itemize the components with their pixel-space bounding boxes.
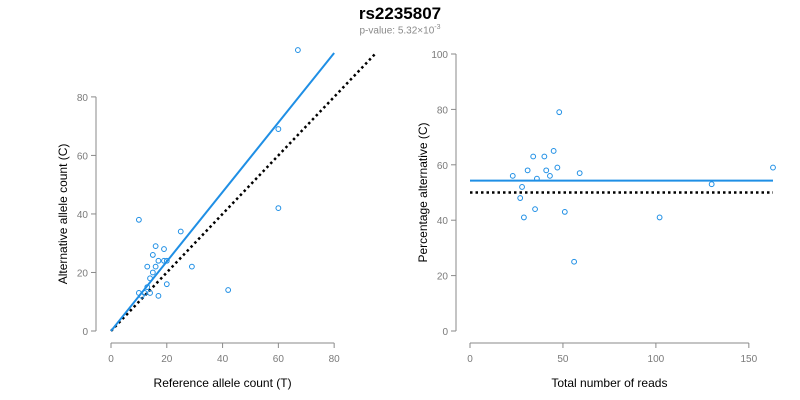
chart-left-x-tick-label: 0: [108, 354, 114, 365]
chart-right-y-axis-title: Percentage alternative (C): [416, 122, 430, 262]
chart-right-x-tick-label: 150: [740, 354, 757, 365]
chart-left-data-point: [155, 257, 162, 264]
chart-right-data-point: [554, 164, 561, 171]
chart-right-x-tick-label: 50: [557, 354, 569, 365]
chart-left-reference-line: [110, 52, 377, 332]
chart-left-data-point: [152, 263, 159, 270]
percentage-alternative-scatter: 0 50 100 150 0 20 40 60 80 100 Total number of rea…: [416, 50, 776, 390]
chart-right-data-point: [547, 172, 553, 179]
chart-right-data-point: [576, 170, 583, 177]
chart-left-data-point: [147, 275, 153, 282]
chart-left-y-tick-label: 0: [82, 327, 88, 338]
chart-left-x-axis-title: Reference allele count (T): [154, 376, 292, 390]
chart-right-data-point: [770, 164, 776, 171]
chart-left-data-point: [144, 263, 151, 270]
chart-title: rs2235807: [358, 4, 442, 23]
subtitle-exponent: -3: [434, 24, 441, 31]
chart-left-x-tick-label: 40: [217, 354, 229, 365]
chart-right-data-point: [521, 214, 527, 221]
chart-left-data-point: [138, 292, 145, 299]
chart-left-x-tick-label: 20: [161, 354, 173, 365]
chart-right-y-tick-label: 100: [431, 50, 448, 61]
chart-right-y-tick-label: 0: [442, 327, 448, 338]
chart-right-y-tick-label: 40: [437, 216, 449, 227]
chart-right-data-point: [708, 181, 715, 188]
chart-right-data-point: [530, 153, 537, 160]
allele-count-scatter: 0 20 40 60 80 0 20 40 60 80 Reference allele count…: [56, 47, 377, 390]
chart-left-data-point: [275, 126, 282, 132]
chart-left-data-point: [188, 263, 195, 270]
chart-left-data-point: [294, 47, 301, 53]
chart-left-y-tick-label: 80: [77, 93, 89, 104]
chart-left-data-point: [147, 290, 153, 296]
chart-right-data-point: [543, 167, 550, 174]
chart-right-data-point: [561, 208, 568, 215]
chart-left-y-tick-label: 40: [77, 210, 89, 221]
chart-right-y-tick-label: 80: [437, 105, 449, 116]
chart-left-data-point: [161, 246, 167, 252]
chart-left-data-point: [144, 284, 151, 291]
chart-left-y-axis-title: Alternative allele count (C): [56, 144, 70, 285]
chart-left-data-point: [161, 257, 167, 264]
chart-left-data-point: [135, 216, 142, 223]
chart-right-x-tick-label: 100: [648, 354, 665, 365]
chart-right-data-point: [532, 206, 538, 213]
chart-right-data-point: [571, 258, 577, 265]
chart-right-data-point: [541, 153, 548, 160]
chart-left-data-point: [225, 287, 232, 293]
chart-left-data-point: [152, 243, 159, 250]
chart-right-data-point: [656, 214, 663, 221]
chart-left-data-point: [155, 292, 162, 299]
chart-subtitle: p-value: 5.32×10-3: [0, 24, 800, 36]
chart-left-data-point: [163, 281, 170, 288]
chart-left-x-tick-label: 60: [273, 354, 285, 365]
chart-left-data-point: [163, 257, 170, 264]
chart-right-data-point: [556, 109, 563, 116]
chart-right-data-point: [550, 148, 557, 154]
chart-right-x-tick-label: 0: [467, 354, 473, 365]
chart-right-data-point: [519, 184, 525, 190]
chart-left-fit-line: [110, 52, 335, 332]
chart-left-data-point: [275, 205, 282, 211]
chart-right-y-tick-label: 20: [437, 272, 449, 283]
chart-left-data-point: [177, 228, 184, 235]
subtitle-text: p-value: 5.32×10: [359, 25, 435, 37]
chart-left-y-tick-label: 20: [77, 268, 89, 279]
chart-right-x-axis-title: Total number of reads: [551, 376, 667, 390]
chart-right-data-point: [509, 172, 516, 179]
chart-right-data-point: [524, 167, 531, 174]
chart-left-x-tick-label: 80: [329, 354, 341, 365]
chart-right-data-point: [534, 175, 540, 182]
chart-left-data-point: [149, 269, 156, 276]
chart-right-data-point: [517, 195, 524, 201]
chart-right-y-tick-label: 60: [437, 161, 449, 172]
chart-left-data-point: [149, 252, 156, 258]
chart-left-y-tick-label: 60: [77, 151, 89, 162]
